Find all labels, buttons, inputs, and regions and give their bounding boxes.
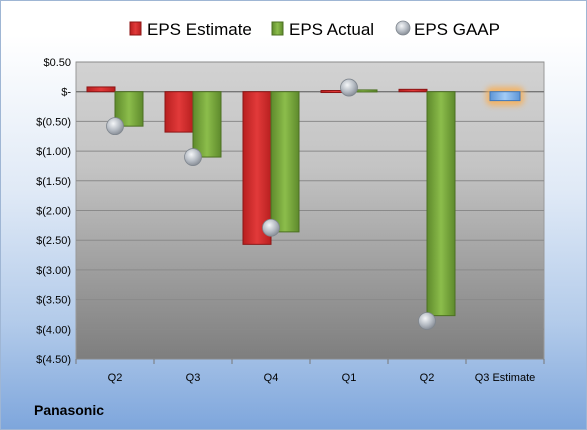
x-tick-label: Q3 bbox=[186, 372, 201, 384]
x-tick-label: Q4 bbox=[264, 372, 279, 384]
legend-label: EPS Actual bbox=[289, 20, 374, 39]
x-tick-label: Q2 bbox=[420, 372, 435, 384]
eps-gaap-point bbox=[106, 117, 124, 136]
eps-estimate-bar bbox=[164, 91, 194, 133]
y-tick-label: $(4.50) bbox=[36, 354, 71, 366]
y-tick-label: $(0.50) bbox=[36, 116, 71, 128]
eps-gaap-point bbox=[184, 148, 202, 166]
legend-swatch bbox=[395, 20, 411, 36]
legend-eps-gaap: EPS GAAP bbox=[395, 20, 500, 39]
gridlines bbox=[76, 61, 544, 360]
eps-actual-bar bbox=[270, 91, 300, 233]
y-tick-label: $0.50 bbox=[43, 57, 71, 69]
company-name: Panasonic bbox=[34, 402, 105, 418]
y-tick-label: $(3.00) bbox=[36, 265, 71, 277]
x-tick-label: Q1 bbox=[342, 372, 357, 384]
eps-gaap-point bbox=[262, 218, 280, 237]
legend-eps-estimate: EPS Estimate bbox=[129, 20, 252, 39]
eps-estimate-bar bbox=[86, 86, 116, 93]
y-tick-label: $(2.50) bbox=[36, 235, 71, 247]
eps-gaap-point bbox=[340, 78, 358, 97]
x-tick-label: Q3 Estimate bbox=[475, 372, 536, 384]
legend-swatch bbox=[271, 21, 284, 36]
legend: EPS Estimate EPS Actual EPS GAAP bbox=[129, 20, 500, 39]
eps-estimate-bar bbox=[398, 88, 428, 93]
y-tick-label: $(3.50) bbox=[36, 295, 71, 307]
eps-actual-bar bbox=[192, 91, 222, 158]
y-axis: $0.50 $- $(0.50) $(1.00) $(1.50) $(2.00) $(2.5… bbox=[36, 57, 71, 366]
y-tick-label: $- bbox=[61, 87, 71, 99]
gaap-points bbox=[106, 78, 436, 330]
legend-swatch bbox=[129, 21, 142, 36]
y-tick-label: $(1.50) bbox=[36, 176, 71, 188]
y-tick-label: $(1.00) bbox=[36, 146, 71, 158]
legend-label: EPS Estimate bbox=[147, 20, 252, 39]
bars bbox=[86, 86, 524, 317]
y-tick-label: $(2.00) bbox=[36, 206, 71, 218]
x-axis: Q2 Q3 Q4 Q1 Q2 Q3 Estimate bbox=[75, 359, 545, 384]
eps-estimate-bar bbox=[242, 91, 272, 245]
legend-label: EPS GAAP bbox=[414, 20, 500, 39]
y-tick-label: $(4.00) bbox=[36, 324, 71, 336]
eps-actual-bar bbox=[426, 91, 456, 317]
x-tick-label: Q2 bbox=[108, 372, 123, 384]
eps-gaap-point bbox=[418, 312, 436, 330]
legend-eps-actual: EPS Actual bbox=[271, 20, 374, 39]
q3-estimate-bar bbox=[489, 91, 521, 102]
